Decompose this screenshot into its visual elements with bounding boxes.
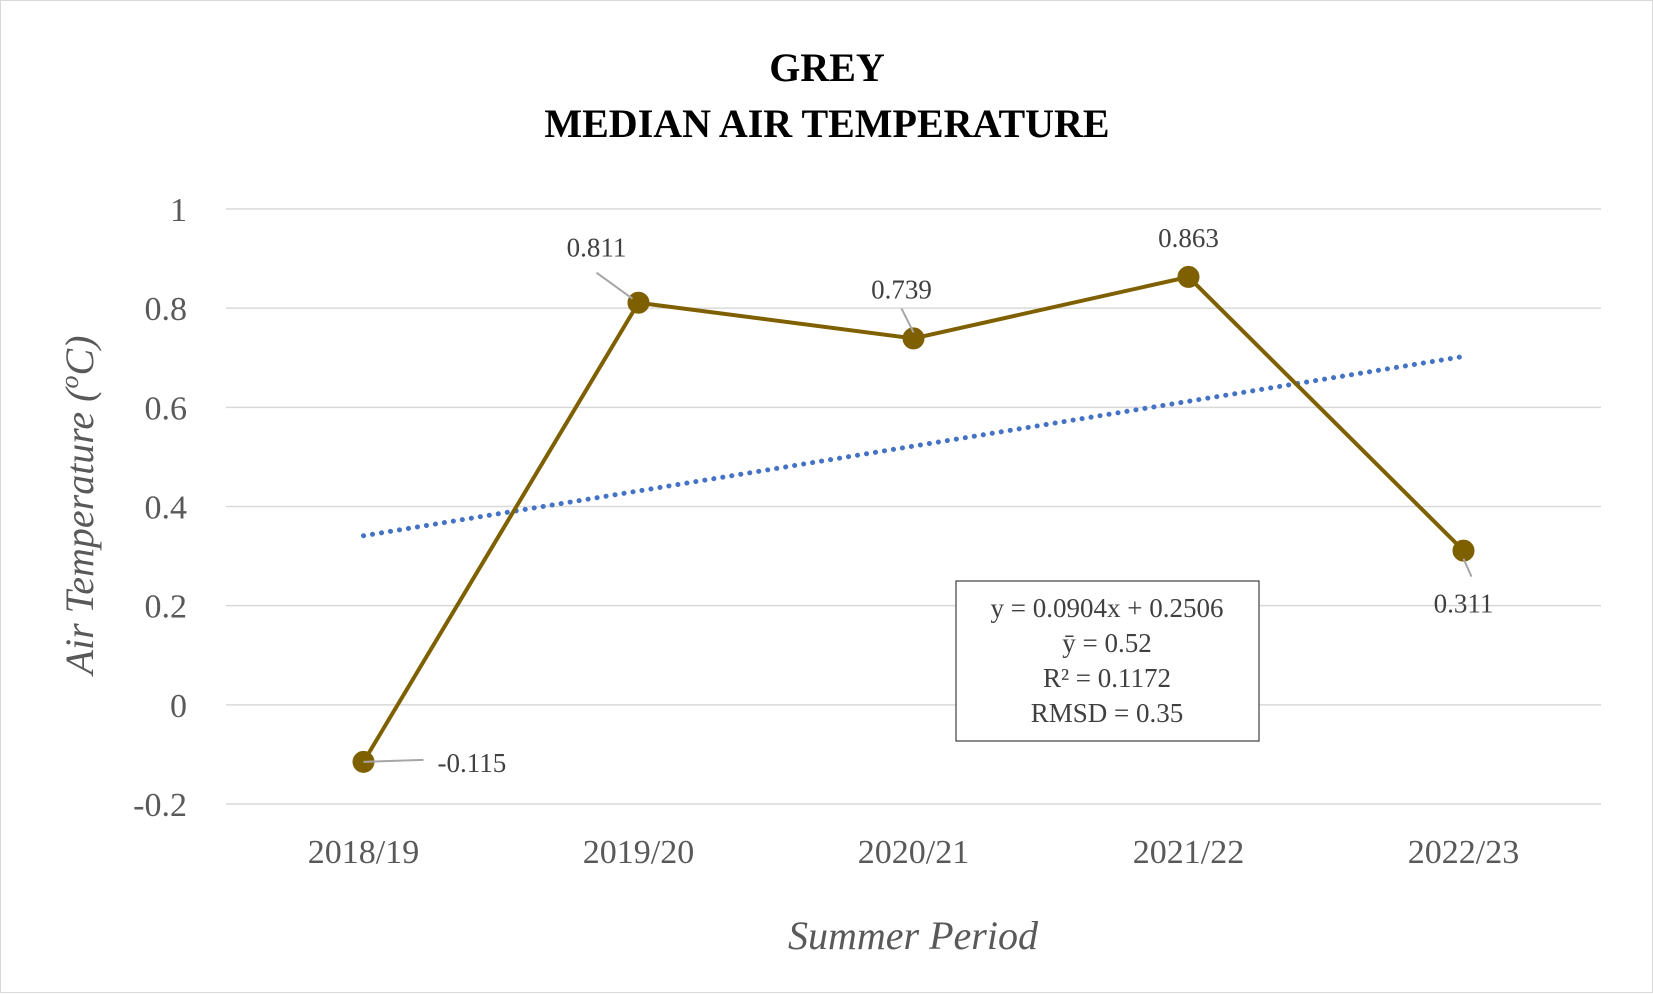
- data-labels: -0.115 0.811 0.739 0.863 0.311: [363, 223, 1494, 778]
- x-tick-label: 2021/22: [1133, 834, 1244, 871]
- data-point: [627, 291, 650, 314]
- annotation-box: y = 0.0904x + 0.2506 ȳ = 0.52 R² = 0.117…: [955, 580, 1260, 742]
- x-tick-label: 2020/21: [858, 834, 969, 871]
- y-tick-label: 0.6: [145, 390, 188, 427]
- annotation-mean: ȳ = 0.52: [1062, 628, 1151, 658]
- x-tick-label: 2022/23: [1408, 834, 1519, 871]
- y-tick-label: -0.2: [133, 787, 187, 824]
- trendline: [361, 353, 1466, 539]
- x-tick-label: 2019/20: [583, 834, 694, 871]
- data-point: [902, 327, 925, 350]
- annotation-border: [955, 580, 1260, 742]
- data-label: -0.115: [438, 748, 507, 778]
- data-point: [1452, 539, 1475, 562]
- data-label-leader: [900, 307, 915, 333]
- data-label-leader: [595, 271, 634, 300]
- data-label: 0.311: [1434, 589, 1494, 619]
- y-axis-label-prefix: Air Temperature (: [57, 386, 102, 678]
- x-axis-label: Summer Period: [788, 913, 1039, 958]
- x-axis-ticks: 2018/19 2019/20 2020/21 2021/22 2022/23: [308, 834, 1519, 871]
- y-tick-label: 0.8: [145, 291, 188, 328]
- chart-title-line1: GREY: [769, 45, 885, 90]
- trendline-path: [361, 353, 1466, 539]
- data-series: [352, 265, 1475, 773]
- y-axis-label-unit: C): [57, 336, 102, 376]
- x-tick-label: 2018/19: [308, 834, 419, 871]
- y-tick-label: 0: [170, 688, 187, 725]
- data-point: [1177, 265, 1200, 288]
- chart-title-line2: MEDIAN AIR TEMPERATURE: [544, 101, 1109, 146]
- y-tick-label: 1: [170, 192, 187, 229]
- y-axis-label: Air Temperature (oC): [55, 336, 102, 678]
- data-label: 0.863: [1158, 223, 1219, 253]
- data-label: 0.739: [871, 274, 932, 304]
- y-tick-label: 0.4: [145, 490, 188, 527]
- annotation-r-squared: R² = 0.1172: [1043, 663, 1171, 693]
- data-label: 0.811: [567, 233, 627, 263]
- y-axis-ticks: -0.2 0 0.2 0.4 0.6 0.8 1: [133, 192, 187, 824]
- y-tick-label: 0.2: [145, 589, 188, 626]
- annotation-rmsd: RMSD = 0.35: [1031, 698, 1184, 728]
- y-axis-label-degree: o: [55, 376, 84, 389]
- annotation-equation: y = 0.0904x + 0.2506: [991, 593, 1224, 623]
- series-line: [361, 274, 1465, 763]
- data-label-leader: [1462, 558, 1473, 578]
- data-label-leader: [363, 758, 424, 763]
